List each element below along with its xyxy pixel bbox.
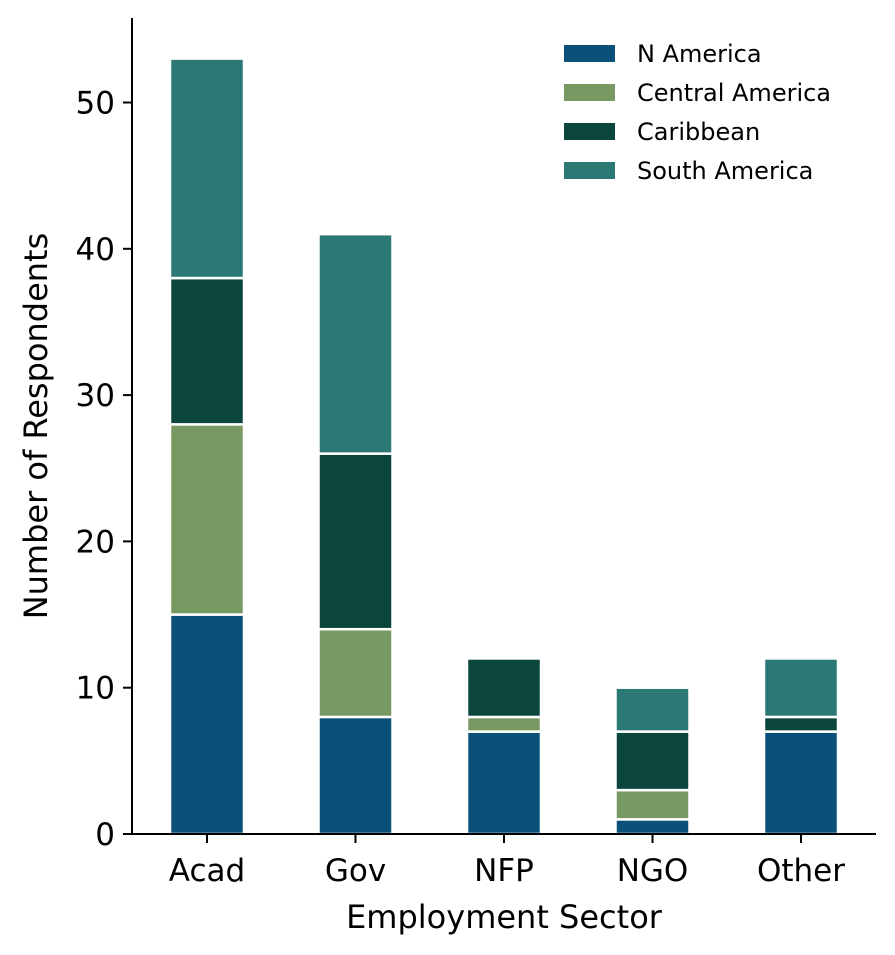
bars-group — [168, 57, 840, 836]
y-tick-label: 30 — [76, 378, 115, 414]
x-tick-label: NFP — [474, 853, 534, 889]
bar-segment-acad-caribbean — [168, 276, 246, 426]
bar-segment-gov-n-america — [317, 715, 394, 836]
bar-segment-other-n-america — [762, 730, 840, 836]
y-ticks-group: 0 10 20 30 40 50 — [76, 86, 132, 853]
y-tick-label: 40 — [76, 232, 115, 268]
bar-segment-acad-central-america — [168, 423, 246, 616]
x-tick-label: Gov — [325, 853, 386, 889]
legend-label-central-america: Central America — [637, 79, 831, 107]
bar-segment-ngo-central-america — [614, 788, 691, 821]
y-tick-label: 20 — [76, 524, 115, 560]
x-axis-label: Employment Sector — [346, 898, 663, 936]
bar-segment-acad-south-america — [168, 57, 246, 280]
legend-swatch-n-america — [564, 45, 615, 62]
y-tick-label: 0 — [95, 817, 115, 853]
legend-swatch-south-america — [564, 162, 615, 179]
bar-segment-acad-n-america — [168, 613, 246, 836]
x-ticks-group: Acad Gov NFP NGO Other — [169, 834, 845, 889]
y-tick-label: 10 — [76, 671, 115, 707]
bar-segment-other-caribbean — [762, 715, 840, 733]
legend: N America Central America Caribbean South A… — [564, 40, 831, 185]
legend-label-n-america: N America — [637, 40, 762, 68]
legend-swatch-caribbean — [564, 123, 615, 140]
bar-segment-gov-south-america — [317, 232, 394, 455]
bar-segment-gov-caribbean — [317, 452, 394, 631]
y-tick-label: 50 — [76, 86, 115, 122]
bar-segment-ngo-n-america — [614, 818, 691, 836]
x-tick-label: Acad — [169, 853, 245, 889]
bar-segment-nfp-n-america — [465, 730, 543, 836]
legend-swatch-central-america — [564, 84, 615, 101]
legend-label-south-america: South America — [637, 157, 813, 185]
bar-segment-nfp-central-america — [465, 715, 543, 733]
x-tick-label: Other — [757, 853, 845, 889]
bar-segment-other-south-america — [762, 657, 840, 719]
bar-segment-ngo-south-america — [614, 686, 691, 733]
bar-segment-nfp-caribbean — [465, 657, 543, 719]
bar-segment-gov-central-america — [317, 627, 394, 719]
x-tick-label: NGO — [617, 853, 689, 889]
bar-segment-ngo-caribbean — [614, 730, 691, 792]
y-axis-label: Number of Respondents — [17, 233, 55, 620]
legend-label-caribbean: Caribbean — [637, 118, 760, 146]
